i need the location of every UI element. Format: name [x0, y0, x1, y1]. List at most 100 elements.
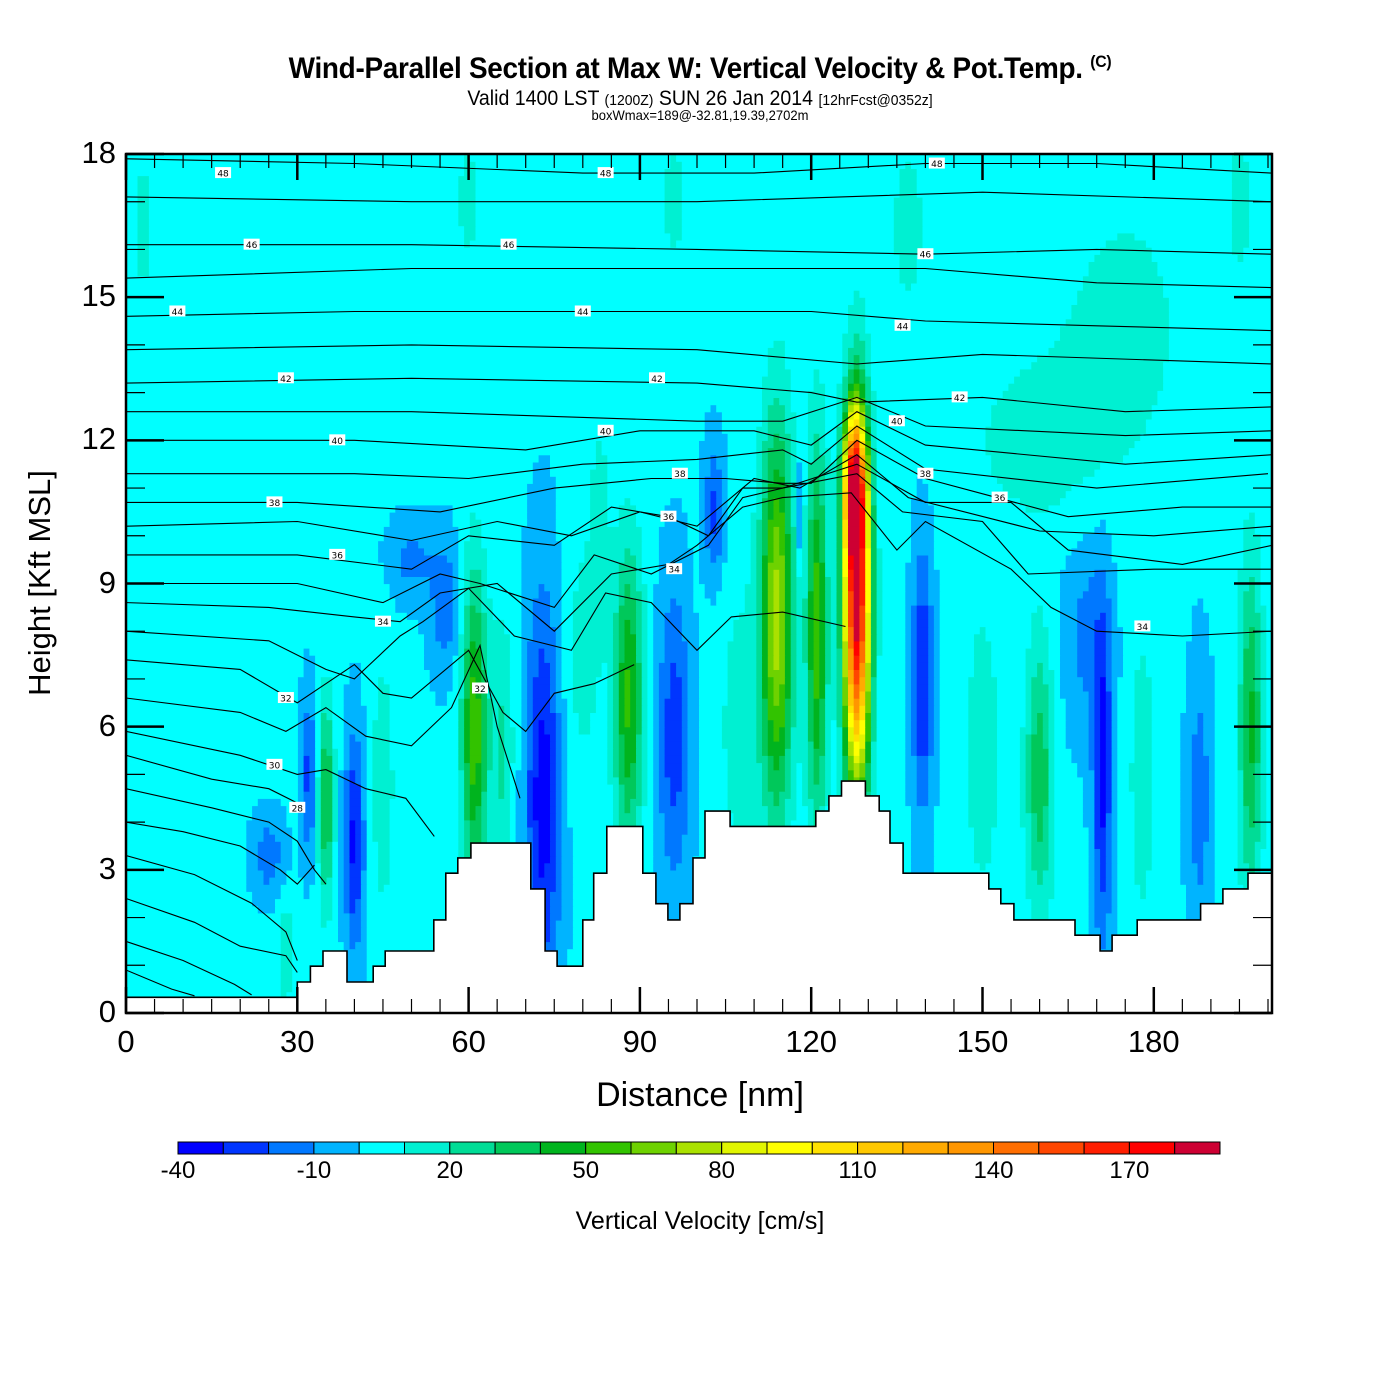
field-cell	[1214, 762, 1239, 771]
field-cell	[859, 511, 866, 520]
field-cell	[836, 597, 843, 606]
field-cell	[693, 583, 706, 592]
field-cell	[429, 576, 454, 585]
field-cell	[126, 855, 247, 864]
field-cell	[859, 619, 866, 628]
field-cell	[848, 712, 855, 721]
field-cell	[1100, 755, 1107, 764]
field-cell	[916, 733, 929, 742]
field-cell	[567, 741, 608, 749]
field-cell	[848, 576, 855, 585]
field-cell	[636, 776, 643, 785]
field-cell	[590, 469, 608, 477]
field-cell	[699, 490, 706, 499]
field-cell	[1209, 819, 1216, 828]
field-cell	[309, 776, 316, 785]
field-cell	[968, 805, 998, 814]
field-cell	[1111, 547, 1244, 556]
field-cell	[916, 647, 929, 656]
field-cell	[1260, 769, 1267, 778]
field-cell	[487, 762, 494, 771]
field-cell	[401, 554, 448, 563]
field-cell	[1117, 826, 1136, 835]
field-cell	[767, 805, 786, 814]
field-cell	[767, 705, 786, 713]
field-cell	[481, 798, 488, 807]
field-cell	[1214, 726, 1239, 735]
field-cell	[618, 755, 626, 764]
field-cell	[1111, 762, 1118, 771]
field-cell	[653, 619, 666, 628]
field-cell	[842, 605, 849, 613]
field-cell	[807, 605, 815, 613]
field-cell	[807, 726, 815, 735]
field-cell	[550, 855, 557, 864]
field-cell	[784, 762, 792, 771]
field-cell	[721, 504, 729, 513]
field-cell	[647, 590, 654, 599]
field-cell	[464, 690, 471, 699]
field-cell	[527, 733, 534, 742]
field-cell	[360, 662, 425, 670]
field-cell	[842, 748, 849, 756]
field-cell	[1214, 683, 1239, 692]
field-cell	[1094, 755, 1101, 764]
field-cell	[911, 547, 935, 556]
field-cell	[126, 239, 139, 248]
field-cell	[807, 719, 815, 728]
field-cell	[939, 605, 1038, 613]
field-cell	[997, 733, 1021, 742]
field-cell	[401, 562, 454, 570]
field-cell	[939, 655, 975, 663]
field-cell	[911, 619, 918, 628]
field-cell	[968, 812, 998, 821]
field-cell	[825, 562, 838, 570]
field-cell	[309, 826, 316, 835]
field-cell	[527, 504, 557, 513]
field-cell	[521, 597, 534, 606]
field-cell	[756, 676, 763, 685]
field-cell	[916, 748, 929, 756]
field-cell	[933, 862, 981, 871]
field-cell	[830, 612, 838, 620]
field-cell	[555, 476, 591, 484]
field-cell	[870, 690, 878, 699]
field-cell	[870, 655, 878, 663]
field-cell	[1180, 726, 1199, 735]
field-cell	[1254, 676, 1262, 685]
field-cell	[1025, 733, 1032, 742]
field-cell	[1254, 633, 1262, 642]
field-cell	[704, 490, 711, 499]
field-cell	[997, 676, 1027, 685]
field-cell	[773, 683, 780, 692]
field-cell	[1105, 919, 1118, 928]
field-cell	[1151, 805, 1181, 814]
field-cell	[1105, 662, 1113, 670]
field-cell	[807, 540, 815, 549]
field-cell	[481, 776, 488, 785]
field-cell	[997, 690, 1027, 699]
field-cell	[366, 912, 465, 921]
field-cell	[876, 769, 906, 778]
field-cell	[939, 662, 975, 670]
field-cell	[968, 762, 998, 771]
field-cell	[458, 841, 465, 849]
field-cell	[1111, 605, 1118, 613]
field-cell	[899, 168, 918, 177]
field-cell	[905, 626, 912, 635]
field-cell	[1008, 383, 1164, 391]
field-cell	[1203, 877, 1216, 885]
field-cell	[842, 483, 849, 492]
field-cell	[1243, 748, 1250, 756]
field-cell	[481, 690, 488, 699]
field-cell	[750, 562, 757, 570]
field-cell	[343, 955, 368, 964]
field-cell	[1105, 826, 1113, 835]
field-cell	[1082, 783, 1095, 792]
field-cell	[842, 375, 849, 384]
field-cell	[744, 605, 757, 613]
field-cell	[653, 662, 660, 670]
field-cell	[699, 440, 729, 449]
field-cell	[796, 791, 803, 799]
field-cell	[320, 869, 333, 878]
